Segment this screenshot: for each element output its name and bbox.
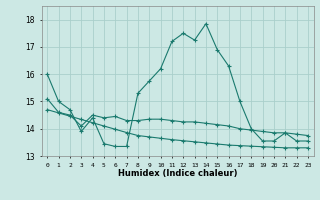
- X-axis label: Humidex (Indice chaleur): Humidex (Indice chaleur): [118, 169, 237, 178]
